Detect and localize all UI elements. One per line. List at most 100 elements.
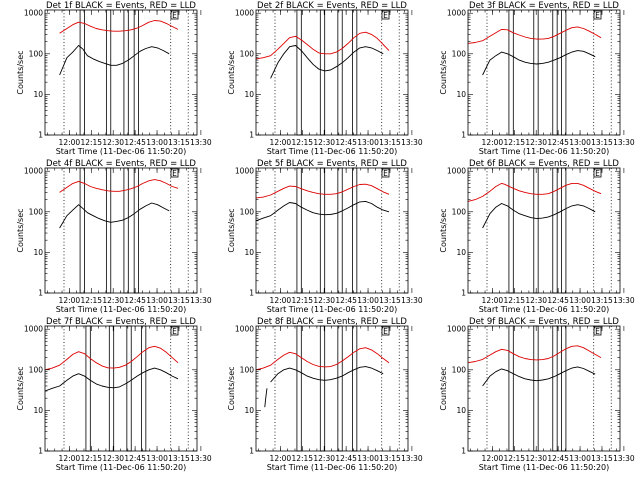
series-line: [482, 366, 596, 387]
series-line: [467, 345, 602, 364]
x-axis-label: Start Time (11-Dec-06 11:50:20): [56, 147, 187, 156]
interval-box: [337, 167, 343, 294]
y-tick-label: 1000: [447, 325, 466, 334]
y-tick-label: 1000: [235, 325, 254, 334]
legend-box: [593, 10, 602, 20]
series-line: [270, 366, 384, 383]
x-tick-label: 12:30: [525, 454, 547, 463]
y-tick-label: 10: [456, 406, 466, 415]
x-tick-label: 13:30: [190, 454, 212, 463]
x-tick-label: 12:45: [547, 296, 569, 305]
chart-title: Det 3f BLACK = Events, RED = LLD: [469, 1, 619, 11]
x-axis-label: Start Time (11-Dec-06 11:50:20): [479, 305, 610, 314]
chart-title: Det 5f BLACK = Events, RED = LLD: [257, 159, 407, 169]
y-axis-label: Counts/sec: [439, 50, 448, 94]
x-tick-label: 12:45: [335, 138, 357, 147]
x-tick-label: 13:00: [357, 138, 379, 147]
interval-box: [533, 325, 539, 452]
x-tick-label: 12:00: [482, 296, 504, 305]
legend-box: [170, 326, 179, 336]
y-tick-label: 1: [38, 447, 43, 456]
x-tick-label: 13:15: [379, 454, 401, 463]
interval-box: [319, 167, 326, 294]
y-tick-label: 10: [33, 248, 43, 257]
series-line: [59, 20, 179, 34]
y-tick-label: 1000: [24, 9, 43, 18]
y-tick-label: 100: [452, 207, 467, 216]
legend-box: [170, 168, 179, 178]
interval-box: [296, 325, 302, 452]
x-tick-label: 13:30: [401, 138, 423, 147]
interval-box: [352, 9, 358, 136]
series-line: [44, 345, 179, 371]
x-axis-label: Start Time (11-Dec-06 11:50:20): [267, 147, 398, 156]
y-tick-label: 10: [244, 248, 254, 257]
interval-box: [296, 167, 302, 294]
y-tick-label: 100: [452, 365, 467, 374]
plot-frame: [44, 9, 198, 136]
plot-frame: [467, 9, 621, 136]
y-tick-label: 100: [29, 49, 44, 58]
interval-box: [552, 9, 558, 136]
interval-box: [141, 325, 147, 452]
interval-box: [123, 167, 129, 294]
interval-box: [533, 9, 539, 136]
x-tick-label: 12:45: [335, 454, 357, 463]
x-tick-label: 12:45: [335, 296, 357, 305]
series-line: [255, 183, 390, 199]
series-line: [59, 202, 170, 229]
x-tick-label: 13:30: [613, 454, 635, 463]
x-tick-label: 12:45: [124, 138, 146, 147]
chart-title: Det 2f BLACK = Events, RED = LLD: [257, 1, 407, 11]
x-tick-label: 13:30: [613, 296, 635, 305]
plot-frame: [44, 325, 198, 452]
y-axis-label: Counts/sec: [16, 366, 25, 410]
x-tick-label: 12:00: [270, 296, 292, 305]
y-tick-label: 1: [461, 447, 466, 456]
x-axis-label: Start Time (11-Dec-06 11:50:20): [479, 147, 610, 156]
plot-frame: [467, 325, 621, 452]
interval-box: [337, 325, 343, 452]
x-tick-label: 12:15: [80, 454, 102, 463]
x-tick-label: 13:30: [190, 296, 212, 305]
x-tick-label: 12:30: [313, 296, 335, 305]
x-tick-label: 12:00: [270, 454, 292, 463]
series-line: [59, 179, 179, 193]
x-tick-label: 12:15: [503, 138, 525, 147]
chart-title: Det 6f BLACK = Events, RED = LLD: [469, 159, 619, 169]
series-line: [467, 26, 602, 44]
x-tick-label: 13:15: [379, 296, 401, 305]
x-tick-label: 12:15: [503, 296, 525, 305]
x-tick-label: 12:45: [547, 138, 569, 147]
y-tick-label: 100: [29, 365, 44, 374]
series-line: [482, 50, 596, 76]
y-axis-label: Counts/sec: [439, 366, 448, 410]
x-axis-label: Start Time (11-Dec-06 11:50:20): [479, 463, 610, 472]
y-tick-label: 1: [249, 289, 254, 298]
y-axis-label: Counts/sec: [227, 208, 236, 252]
interval-box: [123, 9, 129, 136]
plot-frame: [255, 167, 409, 294]
x-tick-label: 13:00: [569, 296, 591, 305]
y-tick-label: 1000: [235, 167, 254, 176]
y-tick-label: 1000: [24, 325, 43, 334]
x-tick-label: 13:00: [569, 138, 591, 147]
legend-box-label: E: [383, 169, 388, 178]
y-tick-label: 10: [244, 406, 254, 415]
x-tick-label: 12:00: [59, 454, 81, 463]
interval-box: [552, 167, 558, 294]
y-tick-label: 1000: [447, 167, 466, 176]
y-tick-label: 100: [452, 49, 467, 58]
y-axis-label: Counts/sec: [439, 208, 448, 252]
x-tick-label: 12:15: [291, 138, 313, 147]
y-axis-label: Counts/sec: [16, 208, 25, 252]
chart-title: Det 9f BLACK = Events, RED = LLD: [469, 317, 619, 327]
interval-box: [79, 167, 85, 294]
series-line: [270, 45, 384, 79]
interval-box: [508, 325, 514, 452]
y-tick-label: 1: [461, 131, 466, 140]
